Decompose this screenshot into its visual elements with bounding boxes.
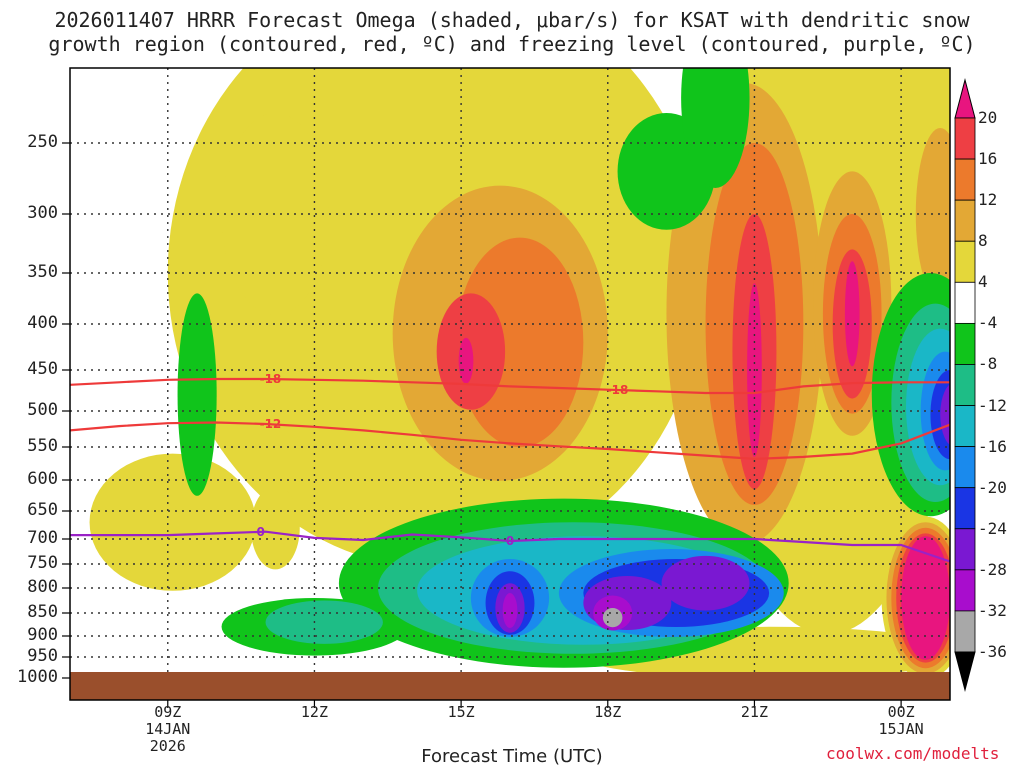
omega-region-25 — [901, 536, 950, 660]
omega-region-5 — [250, 486, 300, 570]
y-tick-label-550: 550 — [27, 436, 58, 456]
colorbar-label--32: -32 — [978, 600, 1007, 620]
x-tick-label-00Z: 00Z 15JAN — [866, 704, 936, 738]
colorbar-label--16: -16 — [978, 436, 1007, 456]
y-tick-label-700: 700 — [27, 528, 58, 548]
temperature-contours: -18 -18 -12 0 0 — [70, 372, 950, 563]
colorbar-box-11 — [954, 569, 976, 612]
y-tick-label-1000: 1000 — [17, 667, 58, 687]
grid-lines — [62, 68, 950, 708]
x-tick-label-09Z: 09Z 14JAN 2026 — [133, 704, 203, 755]
colorbar-label-12: 12 — [978, 190, 998, 210]
freezing-level-contour-label-0: 0 — [256, 525, 264, 539]
omega-region-2 — [221, 113, 330, 315]
colorbar-label-8: 8 — [978, 231, 988, 251]
colorbar-box-10 — [954, 528, 976, 571]
y-tick-label-400: 400 — [27, 313, 58, 333]
omega-shading — [89, 68, 950, 680]
colorbar-label--12: -12 — [978, 395, 1007, 415]
x-axis-label: Forecast Time (UTC) — [421, 746, 603, 767]
colorbar-label--4: -4 — [978, 313, 998, 333]
omega-region-33 — [265, 600, 383, 644]
y-tick-label-900: 900 — [27, 625, 58, 645]
colorbar-label-4: 4 — [978, 272, 988, 292]
y-tick-label-650: 650 — [27, 500, 58, 520]
omega-region-7 — [485, 68, 515, 106]
x-tick-label-line-0: 09Z — [154, 703, 182, 721]
x-tick-label-line-1: 14JAN — [145, 720, 191, 738]
y-tick-label-950: 950 — [27, 646, 58, 666]
colorbar-label-20: 20 — [978, 108, 998, 127]
colorbar-box-7 — [954, 405, 976, 448]
colorbar-box-8 — [954, 446, 976, 489]
omega-region-26 — [177, 293, 217, 496]
y-tick-label-250: 250 — [27, 132, 58, 152]
x-tick-label-18Z: 18Z — [573, 704, 643, 721]
ground-surface — [70, 672, 950, 700]
colorbar-label-16: 16 — [978, 149, 998, 169]
x-tick-label-line-0: 12Z — [300, 703, 328, 721]
x-tick-label-15Z: 15Z — [426, 704, 496, 721]
dgz-contour--18-label-0: -18 — [260, 372, 282, 386]
x-tick-label-12Z: 12Z — [279, 704, 349, 721]
dgz-contour--18-label-1: -18 — [607, 383, 629, 397]
y-tick-label-800: 800 — [27, 577, 58, 597]
x-tick-label-line-0: 00Z — [887, 703, 915, 721]
dgz-contour--12-label-0: -12 — [260, 417, 282, 431]
omega-region-18 — [458, 337, 474, 384]
colorbar-box-0 — [954, 117, 976, 160]
colorbar-label--8: -8 — [978, 354, 998, 374]
y-tick-label-300: 300 — [27, 203, 58, 223]
y-tick-label-750: 750 — [27, 553, 58, 573]
omega-region-45 — [661, 555, 750, 611]
y-tick-label-500: 500 — [27, 400, 58, 420]
y-tick-label-350: 350 — [27, 262, 58, 282]
dgz-contour--12-line — [70, 421, 950, 461]
omega-region-4 — [89, 453, 256, 591]
dgz-contour--18-line — [70, 377, 950, 395]
x-tick-label-line-0: 15Z — [447, 703, 475, 721]
x-tick-label-line-0: 21Z — [740, 703, 768, 721]
omega-region-46 — [940, 384, 950, 446]
x-tick-label-21Z: 21Z — [719, 704, 789, 721]
chart-title-line-2: growth region (contoured, red, ºC) and f… — [48, 32, 976, 56]
colorbar-box-3 — [954, 240, 976, 283]
x-tick-label-line-0: 18Z — [594, 703, 622, 721]
y-tick-label-450: 450 — [27, 359, 58, 379]
colorbar-label--28: -28 — [978, 559, 1007, 579]
y-tick-label-850: 850 — [27, 602, 58, 622]
colorbar-label--20: -20 — [978, 477, 1007, 497]
chart-title-line-1: 2026011407 HRRR Forecast Omega (shaded, … — [54, 8, 970, 32]
colorbar-top-arrow — [954, 78, 976, 119]
colorbar-box-6 — [954, 364, 976, 406]
colorbar-label--24: -24 — [978, 518, 1007, 538]
omega-region-20 — [844, 261, 860, 367]
credit-link[interactable]: coolwx.com/modelts — [826, 744, 1000, 763]
plot-frame — [69, 67, 951, 701]
colorbar-box-12 — [954, 610, 976, 653]
colorbar-box-5 — [954, 322, 976, 365]
y-tick-label-600: 600 — [27, 469, 58, 489]
colorbar-bottom-arrow — [954, 651, 976, 692]
freezing-level-contour-label-1: 0 — [506, 534, 514, 548]
colorbar-box-4 — [954, 281, 976, 324]
omega-region-49 — [602, 608, 623, 628]
colorbar-box-1 — [954, 158, 976, 201]
omega-region-47 — [502, 593, 518, 628]
omega-region-28 — [681, 68, 750, 188]
colorbar-label--36: -36 — [978, 642, 1007, 661]
x-tick-label-line-1: 15JAN — [878, 720, 924, 738]
colorbar-box-2 — [954, 199, 976, 242]
freezing-level-contour-line — [70, 530, 950, 563]
x-tick-label-line-2: 2026 — [149, 737, 186, 755]
omega-colorbar — [954, 78, 976, 692]
colorbar-box-9 — [954, 487, 976, 530]
